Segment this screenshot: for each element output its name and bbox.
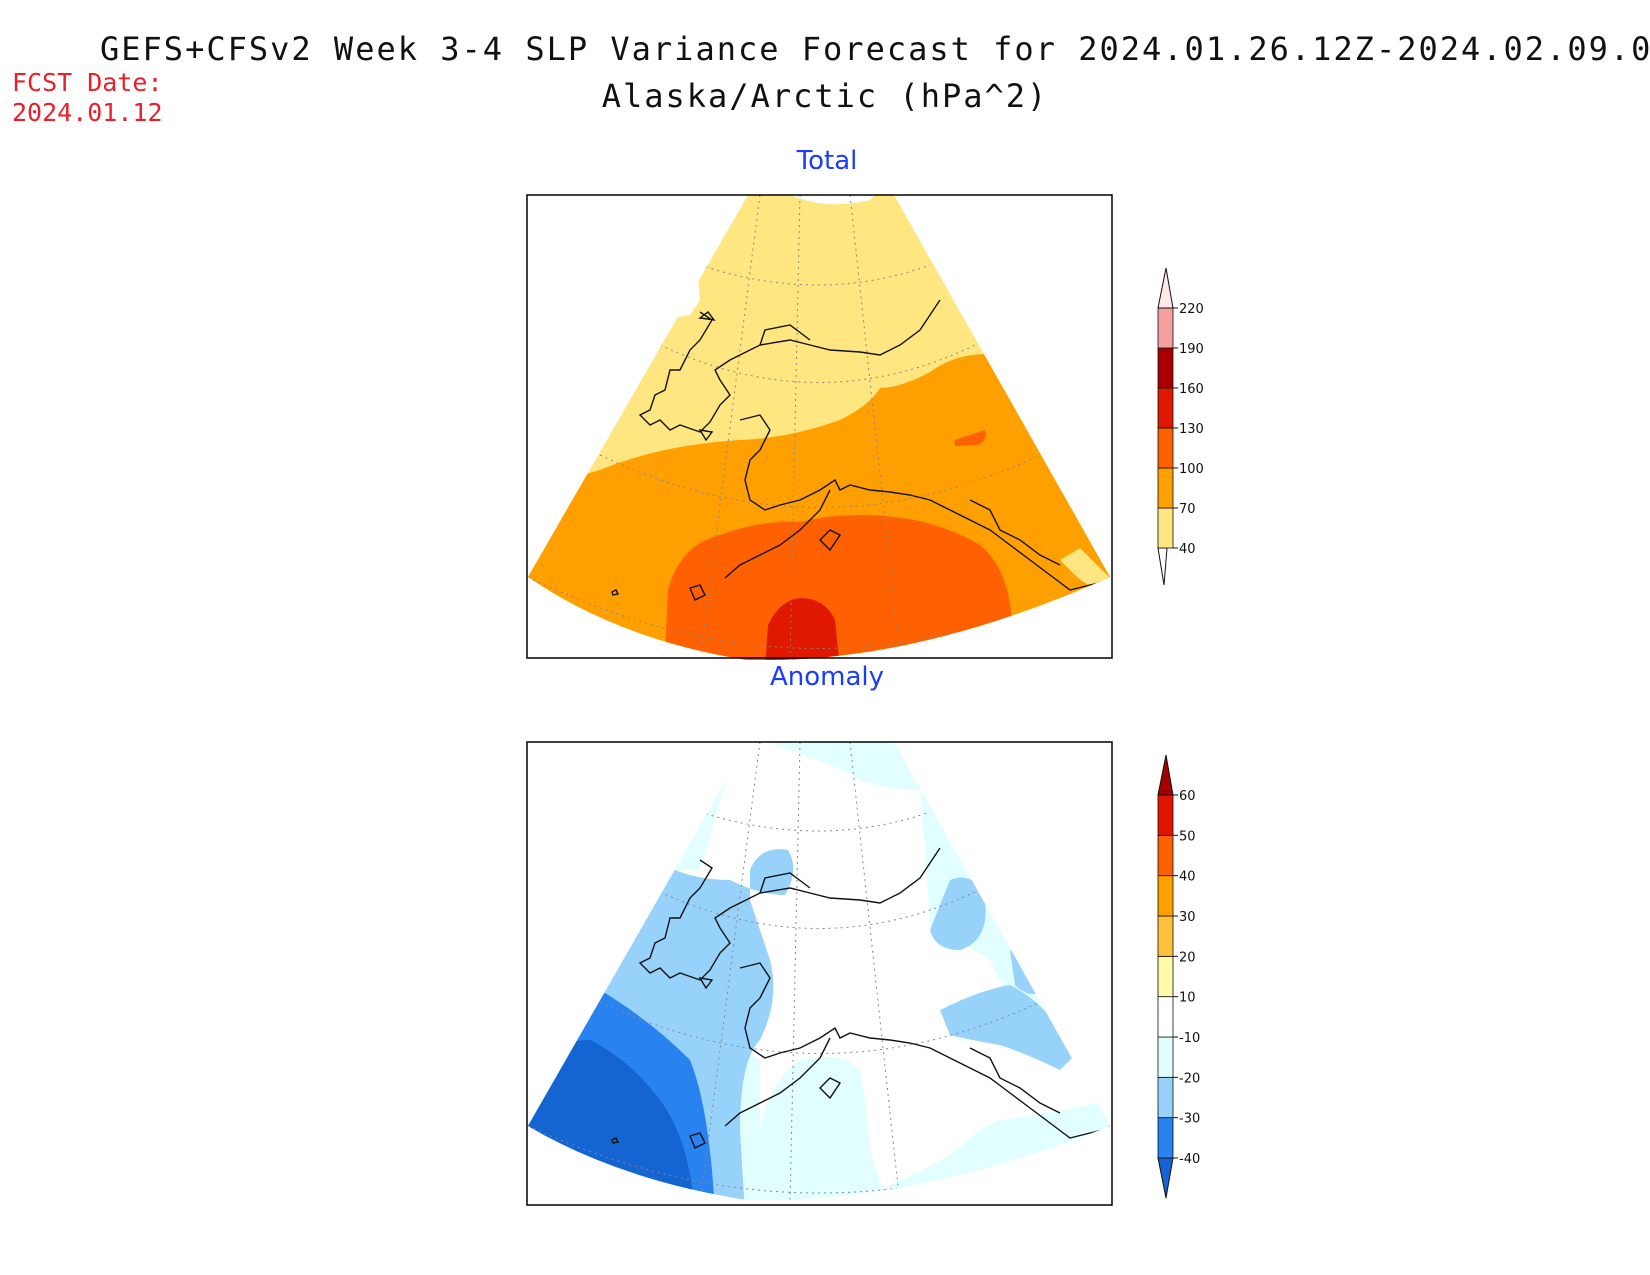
anomaly-map-frame [526,741,1113,1206]
total-colorbar-label: 220 [1179,302,1204,317]
anomaly-colorbar-box [1157,1117,1174,1159]
anomaly-colorbar-label: 20 [1179,950,1196,965]
anomaly-colorbar-box [1157,1076,1174,1119]
anomaly-colorbar-box [1157,915,1174,957]
anomaly-colorbar: -40 -30 -20 -10 10 20 30 40 50 60 [1157,754,1200,1199]
anomaly-colorbar-label: 60 [1179,789,1196,804]
anomaly-colorbar-label: 50 [1179,829,1196,844]
total-colorbar-label: 160 [1179,382,1204,397]
map-title: GEFS+CFSv2 Week 3-4 SLP Variance Forecas… [100,30,1650,68]
anomaly-colorbar-box [1157,1036,1174,1078]
anomaly-colorbar-box [1157,996,1174,1038]
anomaly-colorbar-label: 40 [1179,870,1196,885]
total-colorbar-label: 130 [1179,422,1204,437]
fcst-date-label: FCST Date: [12,68,163,97]
total-colorbar-box [1157,467,1174,509]
anomaly-colorbar-label: -30 [1179,1112,1200,1127]
total-colorbar: 40 70 100 130 160 190 220 [1157,267,1204,586]
total-colorbar-label: 190 [1179,342,1204,357]
total-colorbar-label: 70 [1179,502,1196,517]
total-colorbar-label: 40 [1179,542,1196,557]
anomaly-colorbar-label: 30 [1179,910,1196,925]
anomaly-colorbar-box [1157,955,1174,998]
total-colorbar-box [1157,347,1174,389]
anomaly-colorbar-label: -40 [1179,1152,1200,1167]
anomaly-colorbar-label: -20 [1179,1071,1200,1086]
total-map-frame [526,194,1113,659]
anomaly-panel-title: Anomaly [769,662,885,692]
total-colorbar-box [1157,427,1174,469]
anomaly-map [526,741,1113,1206]
anomaly-colorbar-box [1157,834,1174,877]
map-subtitle: Alaska/Arctic (hPa^2) [601,77,1049,115]
anomaly-colorbar-box [1157,875,1174,917]
anomaly-colorbar-box [1157,794,1174,836]
fcst-date-value: 2024.01.12 [12,98,163,127]
total-colorbar-box [1157,387,1174,429]
total-colorbar-box [1157,307,1174,349]
anomaly-colorbar-label: -10 [1179,1031,1200,1046]
total-map [526,194,1113,660]
total-colorbar-label: 100 [1179,462,1204,477]
total-panel-title: Total [796,146,858,176]
anomaly-colorbar-label: 10 [1179,991,1196,1006]
total-colorbar-box [1157,507,1174,549]
